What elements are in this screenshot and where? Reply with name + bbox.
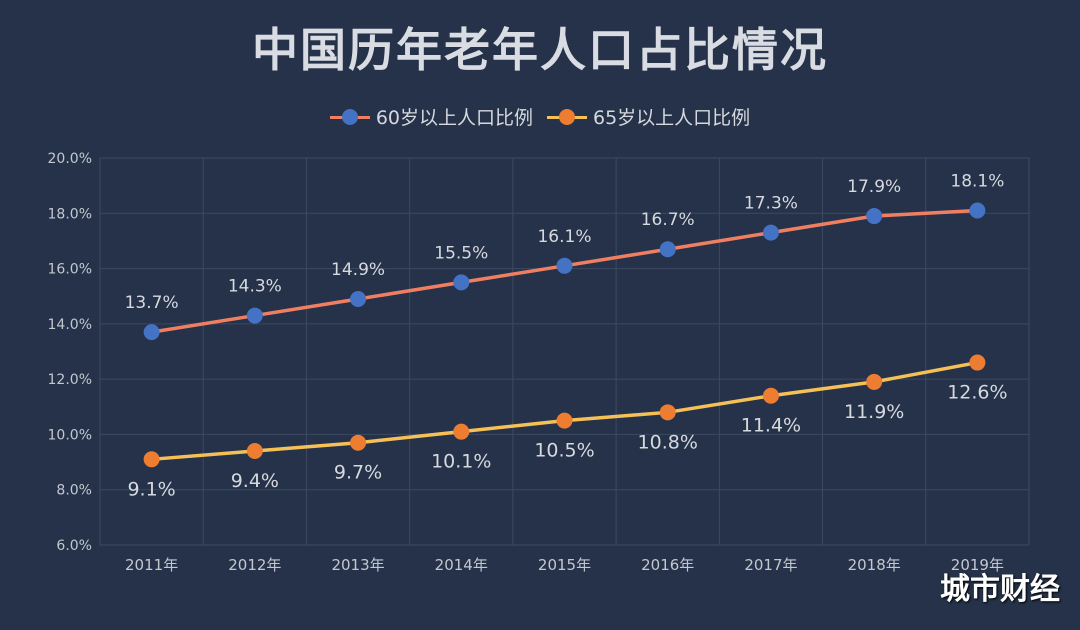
data-label: 11.9% bbox=[844, 401, 904, 423]
data-label: 9.7% bbox=[334, 462, 382, 484]
data-point bbox=[143, 451, 160, 468]
data-label: 13.7% bbox=[125, 293, 179, 313]
data-label: 14.9% bbox=[331, 260, 385, 280]
data-point bbox=[350, 290, 367, 307]
data-point bbox=[866, 373, 883, 390]
legend: 60岁以上人口比例 65岁以上人口比例 bbox=[0, 103, 1080, 130]
x-tick-label: 2011年 bbox=[125, 556, 178, 574]
x-tick-label: 2019年 bbox=[951, 556, 1004, 574]
y-tick-label: 6.0% bbox=[56, 538, 92, 554]
x-tick-label: 2017年 bbox=[744, 556, 797, 574]
x-tick-label: 2012年 bbox=[228, 556, 281, 574]
data-label: 12.6% bbox=[947, 382, 1007, 404]
legend-swatch-65 bbox=[547, 108, 587, 125]
legend-item-60: 60岁以上人口比例 bbox=[329, 103, 533, 130]
data-point bbox=[556, 257, 573, 274]
data-label: 17.3% bbox=[744, 194, 798, 214]
data-point bbox=[969, 202, 986, 219]
x-tick-label: 2018年 bbox=[848, 556, 901, 574]
y-tick-label: 16.0% bbox=[48, 262, 92, 278]
chart-title: 中国历年老年人口占比情况 bbox=[252, 23, 828, 77]
x-tick-label: 2014年 bbox=[435, 556, 488, 574]
y-tick-label: 10.0% bbox=[48, 427, 92, 443]
watermark: 城市财经 bbox=[940, 572, 1060, 607]
y-tick-label: 20.0% bbox=[48, 151, 92, 167]
data-point bbox=[969, 354, 986, 371]
data-label: 16.1% bbox=[537, 227, 591, 247]
x-tick-label: 2016年 bbox=[641, 556, 694, 574]
data-point bbox=[246, 443, 263, 460]
data-label: 17.9% bbox=[847, 177, 901, 197]
data-point bbox=[556, 412, 573, 429]
legend-label-65: 65岁以上人口比例 bbox=[593, 107, 751, 129]
y-tick-label: 8.0% bbox=[56, 483, 92, 499]
legend-item-65: 65岁以上人口比例 bbox=[547, 103, 750, 130]
y-tick-label: 18.0% bbox=[48, 206, 92, 222]
x-tick-label: 2013年 bbox=[331, 556, 384, 574]
legend-swatch-60 bbox=[329, 108, 370, 125]
data-label: 11.4% bbox=[741, 415, 801, 437]
data-label: 15.5% bbox=[434, 243, 488, 263]
data-label: 10.1% bbox=[431, 451, 491, 473]
y-tick-label: 12.0% bbox=[48, 372, 92, 388]
data-point bbox=[762, 224, 779, 241]
data-point bbox=[453, 423, 470, 440]
legend-label-60: 60岁以上人口比例 bbox=[375, 107, 533, 129]
data-label: 16.7% bbox=[641, 210, 695, 230]
data-point bbox=[143, 324, 160, 341]
data-label: 10.8% bbox=[638, 431, 698, 453]
data-point bbox=[762, 387, 779, 404]
data-point bbox=[350, 434, 367, 451]
y-tick-label: 14.0% bbox=[48, 317, 92, 333]
data-label: 14.3% bbox=[228, 277, 282, 297]
data-point bbox=[246, 307, 263, 324]
x-tick-label: 2015年 bbox=[538, 556, 591, 574]
data-point bbox=[659, 241, 676, 258]
data-label: 10.5% bbox=[534, 440, 594, 462]
data-label: 18.1% bbox=[950, 172, 1004, 192]
data-label: 9.4% bbox=[231, 470, 279, 492]
data-label: 9.1% bbox=[127, 478, 175, 500]
data-point bbox=[659, 404, 676, 421]
data-point bbox=[453, 274, 470, 291]
data-point bbox=[866, 208, 883, 225]
